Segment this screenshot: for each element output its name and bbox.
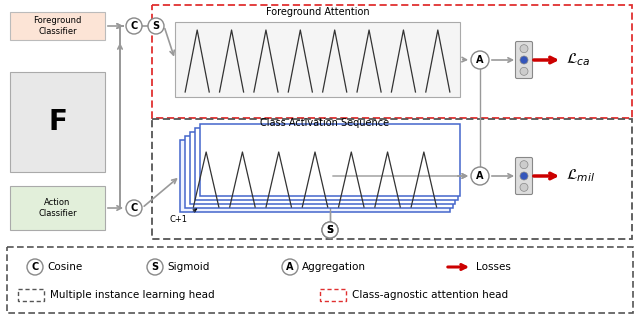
Text: $\mathcal{L}_{ca}$: $\mathcal{L}_{ca}$ [566,52,591,68]
Text: S: S [326,225,333,235]
Polygon shape [190,132,455,204]
Circle shape [147,259,163,275]
Polygon shape [180,140,450,212]
Text: Cosine: Cosine [47,262,83,272]
Circle shape [520,172,528,180]
Text: C+1: C+1 [170,209,196,224]
Polygon shape [200,124,460,196]
Text: C: C [31,262,38,272]
Text: S: S [152,21,159,31]
Polygon shape [175,22,460,97]
Text: Class Activation Sequence: Class Activation Sequence [260,118,390,128]
Text: Losses: Losses [476,262,511,272]
Text: F: F [48,108,67,136]
Polygon shape [10,12,105,40]
FancyBboxPatch shape [515,41,532,79]
Polygon shape [7,247,633,313]
Text: Aggregation: Aggregation [302,262,366,272]
Text: Action
Classifier: Action Classifier [38,198,77,218]
Text: Multiple instance learning head: Multiple instance learning head [50,290,214,300]
Polygon shape [185,136,452,208]
Polygon shape [320,289,346,301]
Circle shape [520,67,528,75]
Text: Class-agnostic attention head: Class-agnostic attention head [352,290,508,300]
Circle shape [520,161,528,169]
Text: A: A [286,262,294,272]
Polygon shape [195,128,458,200]
Text: A: A [476,171,484,181]
Text: S: S [326,225,333,235]
Circle shape [282,259,298,275]
Circle shape [520,45,528,53]
Circle shape [126,18,142,34]
Circle shape [27,259,43,275]
Text: $\mathcal{L}_{mil}$: $\mathcal{L}_{mil}$ [566,168,595,184]
Text: S: S [152,262,159,272]
Circle shape [520,183,528,191]
Text: Sigmoid: Sigmoid [167,262,209,272]
Circle shape [471,167,489,185]
Text: C: C [131,21,138,31]
Polygon shape [10,72,105,172]
Text: Foreground Attention: Foreground Attention [266,7,369,17]
Circle shape [148,18,164,34]
Polygon shape [18,289,44,301]
Circle shape [126,200,142,216]
Polygon shape [152,119,632,239]
Circle shape [520,56,528,64]
Polygon shape [152,5,632,118]
Text: C: C [131,203,138,213]
Circle shape [471,51,489,69]
Text: Foreground
Classifier: Foreground Classifier [33,16,82,36]
FancyBboxPatch shape [515,158,532,195]
Circle shape [322,222,338,238]
Circle shape [322,222,338,238]
Polygon shape [10,186,105,230]
Text: A: A [476,55,484,65]
